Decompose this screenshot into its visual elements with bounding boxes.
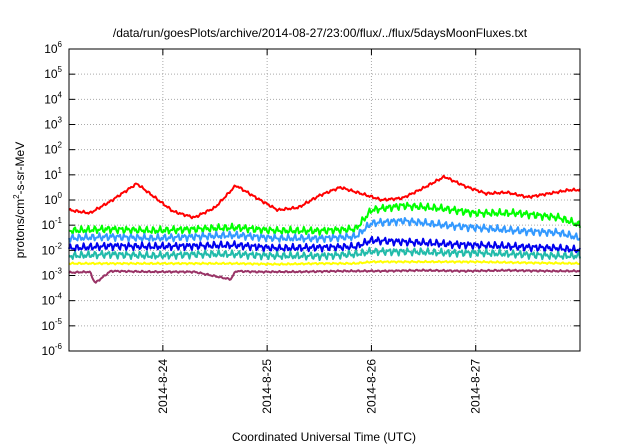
y-tick-label-base: 10 [44,168,58,182]
y-tick-label-exp: 3 [58,116,63,125]
x-tick-label: 2014-8-27 [469,359,483,414]
y-tick-label-base: 10 [44,193,58,207]
y-tick-label-exp: -5 [55,317,63,326]
series-line [68,217,581,244]
y-tick-label: 10-6 [42,342,63,358]
y-tick-label-exp: -1 [55,216,63,225]
y-axis-label-sup: 2 [12,194,21,199]
y-tick-label-base: 10 [42,344,56,358]
y-tick-label-exp: -6 [55,342,63,351]
chart-title: /data/run/goesPlots/archive/2014-08-27/2… [113,26,528,40]
y-tick-label: 10-1 [42,216,63,232]
y-tick-label-exp: 4 [58,90,63,99]
y-tick-label-exp: 1 [58,166,63,175]
series-line [68,201,581,236]
x-axis-ticks: 2014-8-24 2014-8-25 2014-8-26 2014-8-27 [156,49,483,414]
x-tick-label: 2014-8-24 [156,359,170,414]
y-tick-label-exp: 2 [58,141,63,150]
y-tick-label: 10-3 [42,267,63,283]
y-tick-label: 106 [44,40,62,56]
y-tick-label-base: 10 [44,143,58,157]
y-axis-label-rest: -s-sr-MeV [13,142,27,195]
y-axis-ticks: 10-610-510-410-310-210-11001011021031041… [42,40,580,358]
y-tick-label-exp: 0 [58,191,63,200]
y-tick-label: 101 [44,166,62,182]
x-tick-label: 2014-8-25 [260,359,274,414]
y-tick-label-base: 10 [42,243,56,257]
series-line [68,235,581,254]
y-tick-label-exp: -3 [55,267,63,276]
y-tick-label-base: 10 [44,118,58,132]
y-tick-label: 104 [44,90,62,106]
y-axis-label: protons/cm2-s-sr-MeV [12,142,27,258]
y-tick-label: 102 [44,141,62,157]
series-group [68,174,581,284]
y-tick-label: 103 [44,116,62,132]
y-tick-label-base: 10 [44,92,58,106]
y-tick-label: 10-5 [42,317,63,333]
y-tick-label-exp: -2 [55,241,63,250]
y-tick-label-base: 10 [42,269,56,283]
y-axis-label-base: protons/cm [13,199,27,258]
y-tick-label-base: 10 [42,218,56,232]
y-tick-label-exp: -4 [55,292,63,301]
series-line [68,174,581,220]
x-axis-label: Coordinated Universal Time (UTC) [232,430,416,444]
y-tick-label: 10-2 [42,241,63,257]
y-tick-label-base: 10 [44,67,58,81]
series-line [68,259,581,266]
y-tick-label-base: 10 [44,42,58,56]
y-tick-label: 10-4 [42,292,63,308]
y-tick-label-base: 10 [42,294,56,308]
grid-lines [69,49,580,351]
y-tick-label-exp: 6 [58,40,63,49]
y-tick-label: 100 [44,191,62,207]
series-line [68,246,581,261]
y-tick-label-base: 10 [42,319,56,333]
x-tick-label: 2014-8-26 [364,359,378,414]
y-tick-label-exp: 5 [58,65,63,74]
series-line [68,268,581,284]
y-tick-label: 105 [44,65,62,81]
